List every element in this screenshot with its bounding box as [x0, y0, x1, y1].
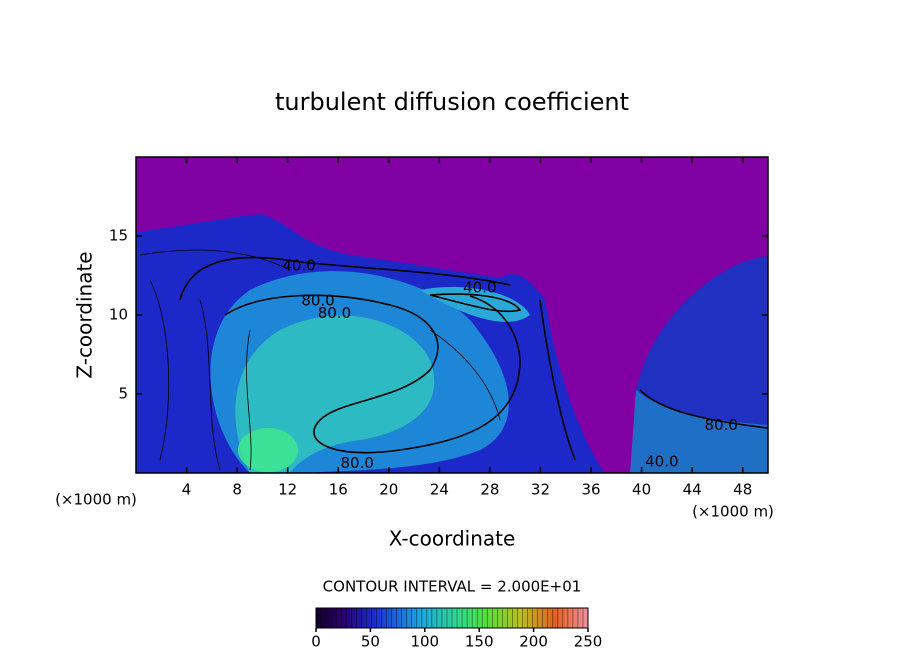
x-axis-label: X-coordinate	[389, 527, 516, 551]
colorbar-tick-label: 50	[361, 633, 380, 651]
contour-label: 40.0	[282, 257, 315, 275]
contour-line	[149, 279, 252, 471]
x-tick-label: 20	[379, 481, 398, 499]
x-tick-label: 36	[581, 481, 600, 499]
contour-line	[179, 256, 511, 301]
contour-line	[429, 293, 522, 313]
colorbar-tick-label: 0	[311, 633, 321, 651]
x-tick-label: 24	[430, 481, 449, 499]
y-tick-label: 10	[109, 306, 128, 324]
x-tick-label: 4	[182, 481, 192, 499]
contour-label: 80.0	[318, 304, 351, 322]
y-tick-label: 5	[118, 385, 128, 403]
contour-label: 40.0	[645, 452, 678, 470]
y-tick-label: 15	[109, 227, 128, 245]
field-region	[630, 390, 768, 473]
x-tick-label: 32	[531, 481, 550, 499]
contour-line	[639, 389, 768, 429]
contour-interval: CONTOUR INTERVAL = 2.000E+01	[323, 578, 582, 596]
y-unit: (×1000 m)	[55, 491, 137, 509]
contour-line	[139, 249, 501, 421]
chart-title: turbulent diffusion coefficient	[275, 88, 629, 116]
x-tick-label: 44	[683, 481, 702, 499]
x-tick-label: 40	[632, 481, 651, 499]
x-tick-label: 48	[733, 481, 752, 499]
contour-label: 40.0	[463, 279, 496, 297]
colorbar-tick-label: 200	[519, 633, 548, 651]
x-tick-label: 12	[278, 481, 297, 499]
x-tick-label: 28	[480, 481, 499, 499]
y-axis-label: Z-coordinate	[73, 251, 97, 378]
contour-line	[539, 299, 576, 461]
contour-label: 80.0	[340, 454, 373, 472]
contour-line	[224, 294, 521, 454]
field	[136, 157, 768, 473]
colorbar-tick-label: 100	[410, 633, 439, 651]
field-region	[420, 286, 530, 322]
colorbar-tick-label: 150	[465, 633, 494, 651]
contour-label: 80.0	[301, 291, 334, 309]
field-region	[238, 428, 298, 472]
x-tick-label: 16	[329, 481, 348, 499]
colorbar-tick-label: 250	[574, 633, 603, 651]
x-unit: (×1000 m)	[692, 503, 774, 521]
x-tick-label: 8	[232, 481, 242, 499]
contour-label: 80.0	[705, 416, 738, 434]
